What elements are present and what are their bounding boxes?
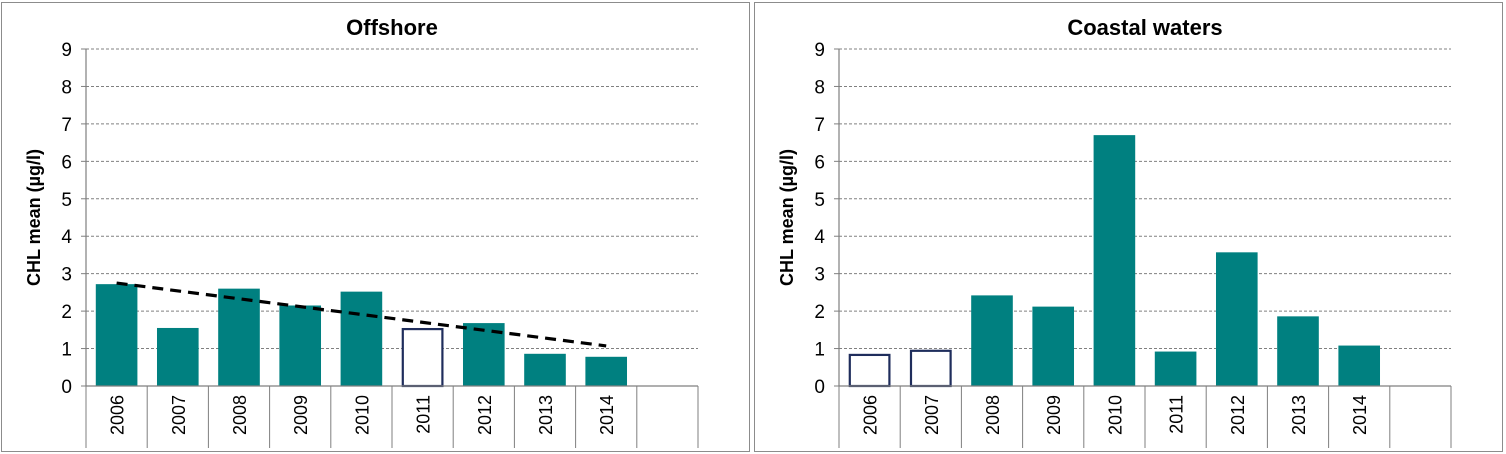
y-tick-label: 3: [61, 265, 72, 286]
bar: [1154, 351, 1197, 386]
x-tick-label: 2006: [861, 395, 881, 435]
trendline: [116, 281, 607, 348]
x-tick-label: 2014: [597, 395, 617, 435]
coastal-waters-chart: Coastal waters 0 1 2 3 4 5 6 7 8 9 2006 2007 2008 2009…: [777, 15, 1452, 448]
x-tick-label: 2010: [352, 395, 372, 435]
bar: [1338, 345, 1381, 386]
x-tick-label: 2008: [230, 395, 250, 435]
bar: [1277, 316, 1319, 386]
y-tick-label: 8: [61, 77, 72, 98]
bar-hollow: [909, 349, 952, 388]
bar: [218, 288, 260, 386]
y-tick-label: 3: [814, 265, 825, 286]
bar: [156, 327, 199, 386]
x-tick-label: 2011: [1167, 395, 1187, 434]
y-tick-label: 1: [814, 340, 825, 361]
y-tick-label: 5: [814, 190, 825, 211]
x-tick-label: 2014: [1350, 395, 1370, 435]
x-tick-label: 2012: [1228, 395, 1248, 435]
x-tick-label: 2011: [414, 395, 434, 434]
bar: [340, 291, 383, 386]
bar-hollow: [401, 327, 444, 388]
chart-panel-offshore: Offshore 0 1 2 3 4 5 6 7 8 9 2006 2007 2008 2009 2010 20…: [1, 2, 750, 452]
x-tick-label: 2008: [983, 395, 1003, 435]
y-tick-label: 0: [61, 377, 72, 398]
bar-hollow: [848, 353, 891, 388]
x-tick-label: 2012: [475, 395, 495, 435]
y-tick-label: 7: [814, 115, 825, 136]
y-tick-label: 4: [814, 227, 825, 248]
chart-panel-coastal-waters: Coastal waters 0 1 2 3 4 5 6 7 8 9 2006 2007 2008 2009…: [754, 2, 1503, 452]
x-tick-label: 2013: [536, 395, 556, 435]
x-tick-label: 2013: [1289, 395, 1309, 435]
y-axis-label: CHL mean (µg/l): [24, 149, 44, 286]
x-tick-label: 2006: [108, 395, 128, 435]
bar: [585, 356, 628, 386]
bar: [971, 295, 1013, 386]
offshore-chart: Offshore 0 1 2 3 4 5 6 7 8 9 2006 2007 2008 2009 2010 20…: [24, 15, 699, 448]
y-tick-label: 9: [61, 40, 72, 61]
bar: [524, 353, 566, 386]
y-tick-label: 2: [61, 302, 72, 323]
y-axis-label: CHL mean (µg/l): [777, 149, 797, 286]
y-tick-label: 5: [61, 190, 72, 211]
x-tick-label: 2010: [1105, 395, 1125, 435]
bar: [95, 284, 138, 386]
y-tick-label: 7: [61, 115, 72, 136]
y-tick-label: 4: [61, 227, 72, 248]
y-tick-label: 2: [814, 302, 825, 323]
y-tick-label: 8: [814, 77, 825, 98]
y-tick-label: 0: [814, 377, 825, 398]
chart-title: Coastal waters: [1067, 15, 1222, 40]
bar: [1032, 306, 1075, 386]
y-tick-label: 6: [61, 152, 72, 173]
y-tick-label: 9: [814, 40, 825, 61]
x-tick-label: 2007: [169, 395, 189, 435]
bar: [279, 305, 322, 386]
x-tick-label: 2009: [291, 395, 311, 435]
x-tick-label: 2007: [922, 395, 942, 435]
bar: [1215, 252, 1258, 386]
chart-title: Offshore: [346, 15, 438, 40]
y-tick-label: 6: [814, 152, 825, 173]
bar: [1093, 135, 1136, 386]
x-tick-label: 2009: [1044, 395, 1064, 435]
y-tick-label: 1: [61, 340, 72, 361]
